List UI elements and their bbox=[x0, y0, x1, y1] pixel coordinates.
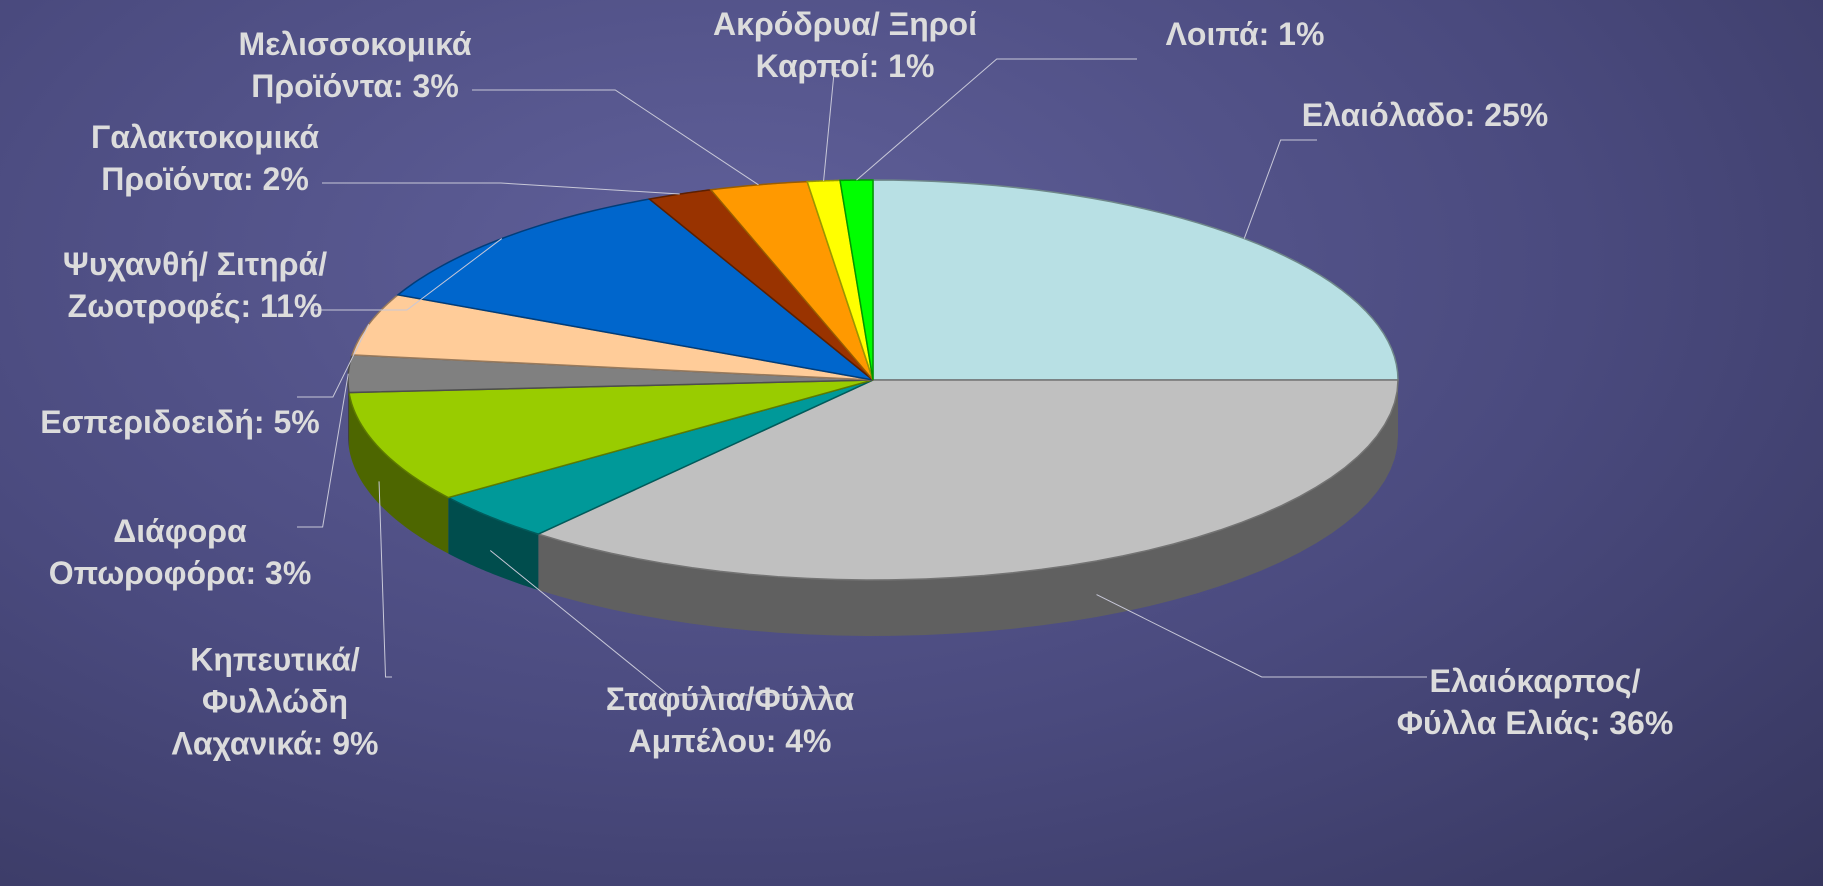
pie-slice bbox=[806, 179, 874, 381]
data-label: Ακρόδρυα/ Ξηροί Καρποί: 1% bbox=[713, 5, 977, 84]
data-label: Διάφορα Οπωροφόρα: 3% bbox=[48, 512, 312, 591]
leader-line bbox=[1096, 594, 1427, 678]
data-label: Σταφύλια/Φύλλα Αμπέλου: 4% bbox=[605, 680, 855, 759]
leader-line bbox=[297, 323, 370, 398]
pie-slice bbox=[647, 188, 874, 381]
data-label: Ελαιόλαδο: 25% bbox=[1301, 96, 1549, 133]
pie-slice bbox=[839, 179, 874, 381]
leader-line bbox=[472, 89, 759, 186]
leader-line bbox=[856, 58, 1137, 181]
data-label: Γαλακτοκομικά Προϊόντα: 2% bbox=[90, 118, 320, 197]
data-label: Κηπευτικά/ Φυλλώδη Λαχανικά: 9% bbox=[171, 641, 379, 763]
pie-slice bbox=[446, 379, 874, 535]
pie-slice-side bbox=[348, 380, 350, 449]
pie-slice bbox=[872, 179, 1399, 381]
leader-line bbox=[378, 481, 392, 678]
pie-slice-side bbox=[538, 380, 1398, 636]
pie-slice bbox=[709, 180, 874, 381]
data-label: Εσπεριδοειδή: 5% bbox=[40, 403, 320, 440]
leader-line bbox=[297, 373, 349, 528]
data-label: Ψυχανθή/ Σιτηρά/ Ζωοτροφές: 11% bbox=[62, 245, 328, 324]
pie-slice-side bbox=[448, 497, 539, 591]
data-label: Ελαιόκαρπος/ Φύλλα Ελιάς: 36% bbox=[1396, 662, 1674, 741]
data-label: Μελισσοκομικά Προϊόντα: 3% bbox=[238, 25, 472, 104]
leader-line bbox=[1243, 139, 1317, 239]
leader-line bbox=[489, 550, 847, 696]
pie-slice-side bbox=[349, 392, 449, 554]
leader-line bbox=[322, 182, 680, 195]
data-label: Λοιπά: 1% bbox=[1165, 15, 1325, 52]
leader-line bbox=[312, 238, 503, 311]
pie-slice bbox=[348, 379, 874, 499]
leader-line bbox=[823, 69, 845, 181]
pie-slice bbox=[536, 379, 1399, 581]
